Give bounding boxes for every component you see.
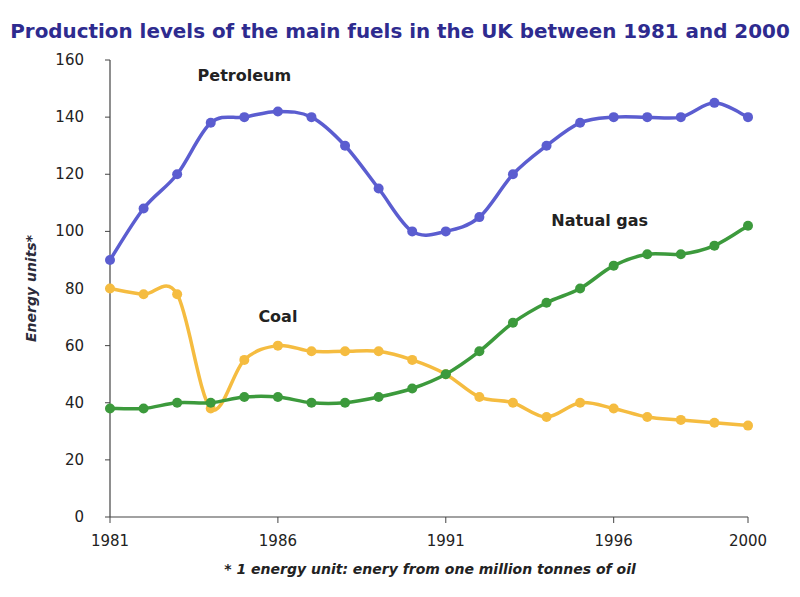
x-tick xyxy=(445,517,446,523)
point xyxy=(206,118,216,128)
point xyxy=(709,241,719,251)
point xyxy=(474,212,484,222)
point xyxy=(642,412,652,422)
point xyxy=(743,112,753,122)
x-axis-line xyxy=(110,516,748,517)
point xyxy=(542,141,552,151)
point xyxy=(441,226,451,236)
point xyxy=(273,106,283,116)
point xyxy=(239,392,249,402)
y-tick xyxy=(105,402,110,403)
point xyxy=(340,141,350,151)
y-tick-label: 0 xyxy=(74,508,84,526)
title: Production levels of the main fuels in t… xyxy=(10,20,789,43)
x-tick xyxy=(748,517,749,523)
point xyxy=(206,398,216,408)
y-tick xyxy=(105,174,110,175)
point xyxy=(139,289,149,299)
point xyxy=(273,392,283,402)
y-tick-label: 20 xyxy=(65,451,84,469)
x-tick-label: 1996 xyxy=(595,532,633,550)
point xyxy=(374,346,384,356)
point xyxy=(139,403,149,413)
plot-area xyxy=(105,98,753,431)
point xyxy=(172,169,182,179)
point xyxy=(474,346,484,356)
y-tick-label: 140 xyxy=(55,108,84,126)
y-axis-title: Energy units* xyxy=(23,234,39,342)
point xyxy=(542,412,552,422)
point xyxy=(306,112,316,122)
point xyxy=(642,249,652,259)
point xyxy=(407,355,417,365)
point xyxy=(105,403,115,413)
footnote: * 1 energy unit: enery from one million … xyxy=(224,561,636,577)
y-tick xyxy=(105,117,110,118)
point xyxy=(508,398,518,408)
point xyxy=(676,249,686,259)
point xyxy=(441,369,451,379)
chart: Production levels of the main fuels in t… xyxy=(0,0,800,597)
point xyxy=(340,346,350,356)
point xyxy=(239,355,249,365)
point xyxy=(676,112,686,122)
y-tick-label: 100 xyxy=(55,222,84,240)
point xyxy=(407,383,417,393)
point xyxy=(239,112,249,122)
x-tick xyxy=(277,517,278,523)
point xyxy=(441,369,451,379)
point xyxy=(306,346,316,356)
point xyxy=(172,398,182,408)
point xyxy=(374,392,384,402)
point xyxy=(340,398,350,408)
point xyxy=(508,318,518,328)
y-tick xyxy=(105,517,110,518)
y-tick-label: 40 xyxy=(65,394,84,412)
point xyxy=(474,392,484,402)
point xyxy=(374,184,384,194)
point xyxy=(139,204,149,214)
point xyxy=(306,398,316,408)
point xyxy=(609,261,619,271)
x-tick-label: 2000 xyxy=(729,532,767,550)
point xyxy=(575,284,585,294)
point xyxy=(273,341,283,351)
series-line xyxy=(110,103,748,260)
x-tick xyxy=(613,517,614,523)
y-tick xyxy=(105,459,110,460)
point xyxy=(609,403,619,413)
y-tick xyxy=(105,345,110,346)
series-label: Coal xyxy=(258,307,297,326)
point xyxy=(172,289,182,299)
x-tick-label: 1991 xyxy=(427,532,465,550)
y-tick-label: 120 xyxy=(55,165,84,183)
point xyxy=(709,98,719,108)
x-tick-label: 1986 xyxy=(259,532,297,550)
point xyxy=(542,298,552,308)
point xyxy=(642,112,652,122)
point xyxy=(743,421,753,431)
point xyxy=(105,255,115,265)
x-tick-label: 1981 xyxy=(91,532,129,550)
series-label: Petroleum xyxy=(198,66,292,85)
series-line xyxy=(110,226,748,409)
y-tick xyxy=(105,231,110,232)
point xyxy=(709,418,719,428)
point xyxy=(575,398,585,408)
point xyxy=(407,226,417,236)
x-tick xyxy=(110,517,111,523)
point xyxy=(609,112,619,122)
point xyxy=(508,169,518,179)
y-tick xyxy=(105,60,110,61)
y-tick-label: 80 xyxy=(65,280,84,298)
point xyxy=(575,118,585,128)
point xyxy=(105,284,115,294)
y-tick-label: 160 xyxy=(55,51,84,69)
y-tick-label: 60 xyxy=(65,337,84,355)
point xyxy=(676,415,686,425)
series-label: Natual gas xyxy=(551,211,648,230)
point xyxy=(743,221,753,231)
